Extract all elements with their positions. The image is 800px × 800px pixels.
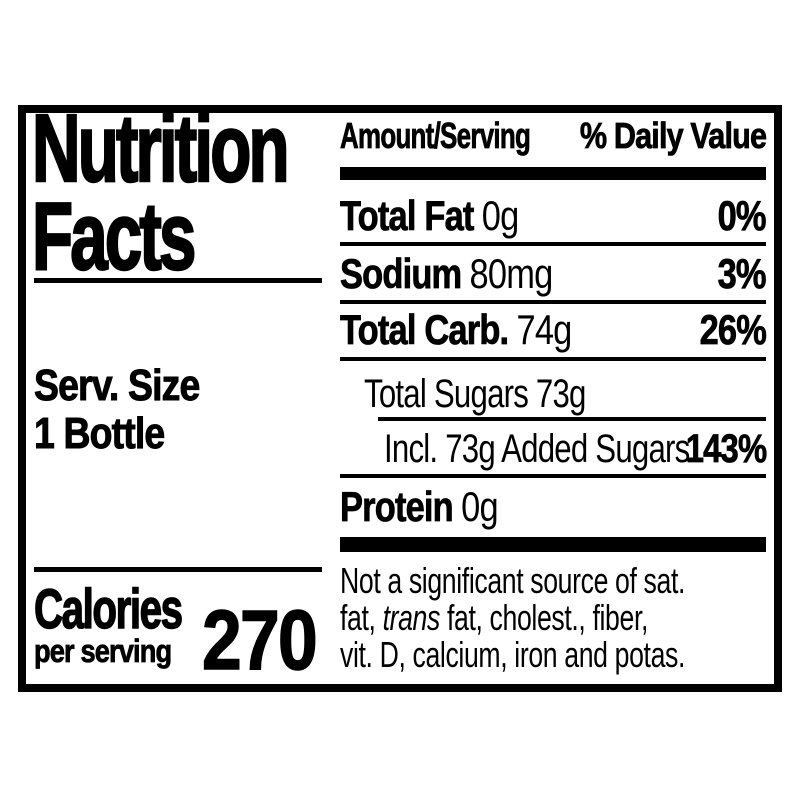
serving-size-value: 1 Bottle bbox=[34, 409, 166, 458]
nutrient-name: Total Carb. bbox=[340, 306, 510, 353]
footnote-line-2-pre: fat, bbox=[340, 597, 383, 638]
footnote-line-2: fat, trans fat, cholest., fiber, bbox=[340, 599, 685, 636]
row-total-carb-text: Total Carb. 74g bbox=[340, 306, 573, 353]
calories-value: 270 bbox=[201, 593, 318, 687]
row-rule bbox=[340, 357, 766, 361]
nutrient-daily-value: 3% bbox=[717, 250, 768, 297]
serving-size-block: Serv. Size 1 Bottle bbox=[34, 361, 201, 458]
row-rule bbox=[340, 242, 766, 246]
nutrient-amount: 80mg bbox=[469, 250, 554, 297]
row-total-sugars-text: Total Sugars 73g bbox=[364, 371, 586, 417]
header-separator-bar bbox=[340, 167, 766, 180]
daily-value-header: % Daily Value bbox=[579, 115, 767, 156]
row-sodium-text: Sodium 80mg bbox=[340, 250, 554, 297]
nutrient-column: Amount/Serving % Daily Value Total Fat 0g… bbox=[340, 113, 768, 684]
nutrient-amount: 0g bbox=[481, 192, 519, 239]
footnote-separator-bar bbox=[340, 537, 766, 552]
nutrient-amount: 73g bbox=[535, 372, 587, 416]
nutrient-amount: 74g bbox=[516, 306, 572, 353]
nutrient-name: Total Sugars bbox=[364, 372, 529, 416]
calories-sublabel: per serving bbox=[34, 633, 173, 669]
nutrient-name: Protein bbox=[340, 483, 454, 530]
nutrition-facts-label: Nutrition Facts Serv. Size 1 Bottle Calo… bbox=[18, 99, 782, 692]
nutrient-daily-value: 143% bbox=[685, 427, 767, 472]
label-title-line2: Facts bbox=[31, 183, 197, 290]
nutrient-daily-value: 0% bbox=[717, 192, 768, 239]
footnote-line-2-post: fat, cholest., fiber, bbox=[439, 597, 649, 638]
label-title-line1: Nutrition bbox=[31, 95, 290, 202]
row-total-carb: Total Carb. 74g 26% bbox=[340, 306, 767, 353]
row-added-sugars: Incl. 73g Added Sugars 143% bbox=[340, 426, 767, 472]
footnote-line-3: vit. D, calcium, iron and potas. bbox=[340, 634, 685, 675]
row-protein: Protein 0g bbox=[340, 483, 766, 530]
nutrient-name: Incl. 73g Added Sugars bbox=[384, 427, 690, 471]
row-added-sugars-text: Incl. 73g Added Sugars bbox=[384, 426, 690, 472]
nutrient-amount: 0g bbox=[461, 483, 498, 530]
title-divider-rule bbox=[34, 278, 322, 283]
row-protein-text: Protein 0g bbox=[340, 483, 499, 530]
row-rule bbox=[340, 474, 766, 478]
calories-label: Calories bbox=[33, 577, 183, 640]
row-sodium: Sodium 80mg 3% bbox=[340, 250, 768, 297]
nutrient-name: Total Fat bbox=[340, 192, 475, 239]
footnote: Not a significant source of sat. fat, tr… bbox=[340, 562, 800, 673]
nutrient-daily-value: 26% bbox=[699, 306, 767, 353]
footnote-line-1: Not a significant source of sat. bbox=[340, 560, 686, 601]
row-rule-indented bbox=[378, 417, 766, 421]
row-total-sugars: Total Sugars 73g bbox=[340, 371, 766, 417]
nutrient-name: Sodium bbox=[340, 250, 463, 297]
row-total-fat-text: Total Fat 0g bbox=[340, 192, 520, 239]
footnote-trans-italic: trans bbox=[382, 597, 441, 638]
row-total-fat: Total Fat 0g 0% bbox=[340, 192, 768, 239]
calories-divider-rule bbox=[34, 567, 322, 572]
row-rule bbox=[340, 300, 766, 304]
amount-per-serving-header: Amount/Serving bbox=[340, 115, 531, 156]
serving-size-label: Serv. Size bbox=[34, 361, 201, 410]
